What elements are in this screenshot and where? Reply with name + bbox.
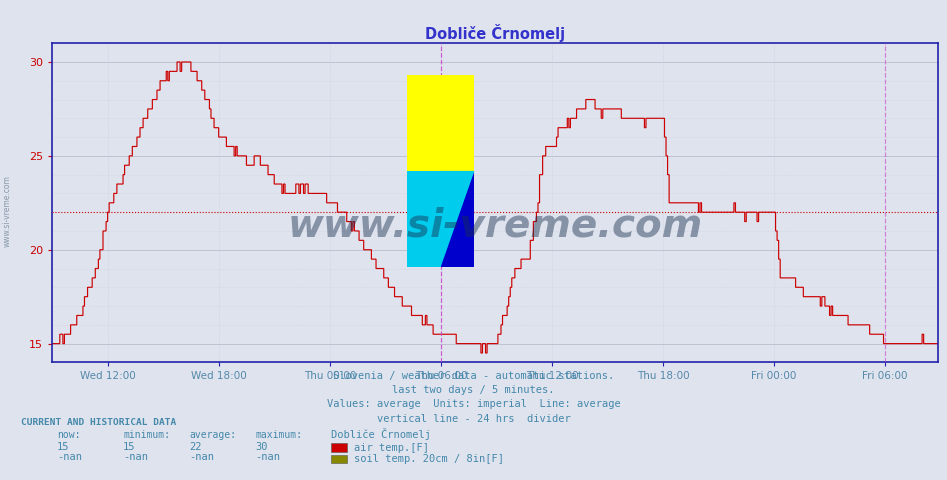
- Text: Slovenia / weather data - automatic stations.: Slovenia / weather data - automatic stat…: [333, 371, 614, 381]
- Text: average:: average:: [189, 430, 237, 440]
- Text: maximum:: maximum:: [256, 430, 303, 440]
- Text: -nan: -nan: [189, 452, 214, 462]
- Text: soil temp. 20cm / 8in[F]: soil temp. 20cm / 8in[F]: [354, 455, 504, 464]
- Text: -nan: -nan: [57, 452, 81, 462]
- Title: Dobliče Črnomelj: Dobliče Črnomelj: [425, 24, 564, 42]
- Polygon shape: [440, 171, 474, 267]
- Text: www.si-vreme.com: www.si-vreme.com: [287, 206, 703, 244]
- Text: 15: 15: [123, 442, 135, 452]
- Text: www.si-vreme.com: www.si-vreme.com: [3, 175, 12, 247]
- Text: 15: 15: [57, 442, 69, 452]
- Text: air temp.[F]: air temp.[F]: [354, 443, 429, 453]
- Text: 22: 22: [189, 442, 202, 452]
- Text: Values: average  Units: imperial  Line: average: Values: average Units: imperial Line: av…: [327, 399, 620, 409]
- Polygon shape: [440, 171, 474, 267]
- Text: 30: 30: [256, 442, 268, 452]
- Text: now:: now:: [57, 430, 80, 440]
- Text: Dobliče Črnomelj: Dobliče Črnomelj: [331, 428, 432, 440]
- Text: CURRENT AND HISTORICAL DATA: CURRENT AND HISTORICAL DATA: [21, 418, 176, 427]
- Bar: [407, 171, 440, 267]
- Text: -nan: -nan: [123, 452, 148, 462]
- Text: last two days / 5 minutes.: last two days / 5 minutes.: [392, 385, 555, 395]
- Text: vertical line - 24 hrs  divider: vertical line - 24 hrs divider: [377, 414, 570, 424]
- Bar: [407, 75, 474, 171]
- Text: -nan: -nan: [256, 452, 280, 462]
- Text: minimum:: minimum:: [123, 430, 170, 440]
